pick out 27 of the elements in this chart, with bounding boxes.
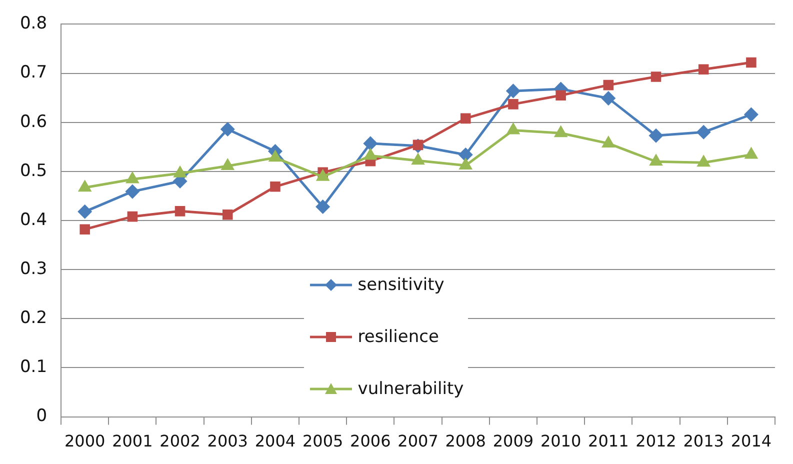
x-tick-label: 2014	[730, 432, 772, 451]
y-tick-label: 0.2	[20, 308, 48, 328]
x-tick-label: 2006	[350, 432, 391, 451]
legend-label: sensitivity	[358, 274, 444, 295]
y-tick-label: 0.8	[20, 14, 48, 34]
y-tick-label: 0.6	[20, 112, 48, 132]
y-tick-label: 0.5	[20, 160, 48, 181]
x-tick-label: 2001	[112, 432, 153, 451]
y-tick-label: 0.7	[20, 62, 48, 83]
x-tick-label: 2007	[398, 432, 438, 451]
y-tick-label: 0.3	[20, 258, 48, 279]
y-tick-label: 0	[36, 406, 48, 426]
legend-label: resilience	[358, 326, 439, 347]
x-tick-label: 2010	[540, 432, 582, 451]
x-tick-label: 2011	[588, 432, 629, 451]
x-tick-label: 2013	[683, 432, 724, 451]
x-tick-label: 2012	[636, 432, 676, 451]
x-tick-label: 2003	[207, 432, 248, 451]
y-tick-label: 0.1	[20, 357, 48, 378]
x-tick-label: 2000	[64, 432, 106, 451]
x-tick-label: 2005	[302, 432, 344, 451]
x-tick-label: 2009	[492, 432, 534, 451]
x-tick-label: 2004	[254, 432, 296, 451]
x-tick-label: 2008	[445, 432, 486, 451]
x-tick-label: 2002	[160, 432, 200, 451]
legend-label: vulnerability	[358, 378, 464, 399]
y-tick-label: 0.4	[20, 210, 48, 230]
